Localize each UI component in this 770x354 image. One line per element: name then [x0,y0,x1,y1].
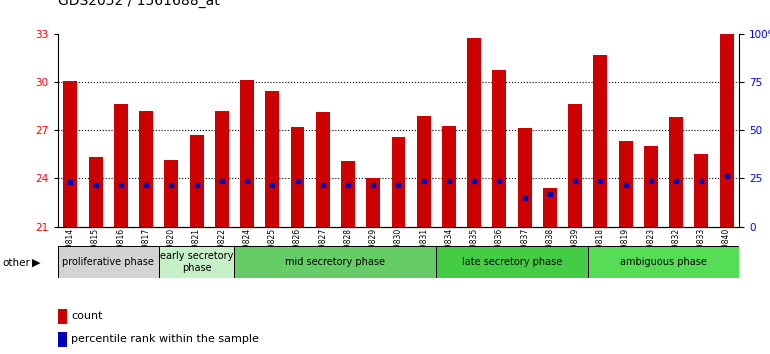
Bar [720,34,734,227]
Bar [437,246,588,278]
Text: other: other [2,258,30,268]
Bar [234,246,437,278]
Bar [467,38,481,227]
Bar [164,160,179,227]
Text: proliferative phase: proliferative phase [62,257,154,267]
Bar [588,246,739,278]
Bar [442,126,456,227]
Bar [618,141,633,227]
Bar [266,91,280,227]
Bar [517,128,531,227]
Bar [63,81,77,227]
Bar [189,135,203,227]
Text: late secretory phase: late secretory phase [462,257,562,267]
Text: percentile rank within the sample: percentile rank within the sample [71,335,259,344]
Bar [644,146,658,227]
Bar [240,80,254,227]
Bar [695,154,708,227]
Bar [543,188,557,227]
Bar [58,332,68,347]
Text: ambiguous phase: ambiguous phase [620,257,707,267]
Text: count: count [71,312,102,321]
Text: GDS2052 / 1561688_at: GDS2052 / 1561688_at [58,0,219,8]
Bar [159,246,234,278]
Bar [139,111,153,227]
Bar [568,104,582,227]
Bar [417,116,430,227]
Bar [58,246,159,278]
Bar [594,55,608,227]
Bar [367,178,380,227]
Bar [58,309,68,324]
Bar [341,161,355,227]
Bar [114,104,128,227]
Bar [215,111,229,227]
Text: ▶: ▶ [32,258,41,268]
Bar [391,137,406,227]
Bar [316,112,330,227]
Text: mid secretory phase: mid secretory phase [286,257,385,267]
Bar [669,117,683,227]
Bar [290,127,304,227]
Text: early secretory
phase: early secretory phase [160,251,233,273]
Bar [89,156,102,227]
Bar [493,70,507,227]
